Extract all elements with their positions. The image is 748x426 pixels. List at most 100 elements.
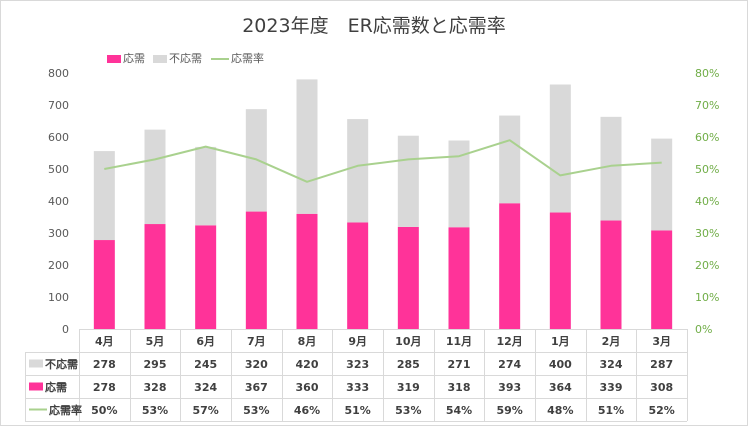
data-label: 324	[600, 358, 623, 371]
bar-ouju	[347, 222, 369, 329]
x-tick-label: 1月	[551, 335, 570, 348]
bar-ouju	[397, 226, 419, 329]
data-label: 328	[144, 381, 167, 394]
x-tick-label: 7月	[247, 335, 266, 348]
x-tick-label: 11月	[446, 335, 472, 348]
data-label: 271	[448, 358, 471, 371]
data-label: 319	[397, 381, 420, 394]
data-label: 333	[346, 381, 369, 394]
data-label: 367	[245, 381, 268, 394]
y-tick-label: 500	[48, 163, 69, 176]
data-label: 53%	[142, 404, 168, 417]
data-label: 48%	[547, 404, 573, 417]
data-label: 59%	[496, 404, 522, 417]
x-tick-label: 2月	[602, 335, 621, 348]
y2-tick-label: 30%	[695, 227, 719, 240]
legend-label: 応需率	[231, 52, 264, 65]
x-tick-label: 12月	[497, 335, 523, 348]
y-tick-label: 100	[48, 291, 69, 304]
line-ouju-rate	[104, 139, 662, 183]
bar-ouju	[296, 213, 318, 329]
y2-tick-label: 80%	[695, 67, 719, 80]
data-label: 364	[549, 381, 572, 394]
legend-label: 不応需	[169, 52, 202, 65]
data-label: 54%	[446, 404, 472, 417]
y2-tick-label: 60%	[695, 131, 719, 144]
data-label: 52%	[648, 404, 674, 417]
y2-tick-label: 50%	[695, 163, 719, 176]
legend-label: 応需	[123, 52, 145, 65]
bar-ouju	[245, 211, 267, 329]
legend-item: 不応需	[153, 50, 202, 66]
data-label: 339	[600, 381, 623, 394]
data-label: 324	[194, 381, 217, 394]
bar-fuouju	[296, 79, 318, 214]
bar-fuouju	[93, 151, 115, 241]
data-label: 278	[93, 381, 116, 394]
data-label: 51%	[344, 404, 370, 417]
bar-fuouju	[600, 116, 622, 221]
bar-ouju	[448, 227, 470, 329]
bar-ouju	[600, 220, 622, 329]
y-tick-label: 300	[48, 227, 69, 240]
y-tick-label: 400	[48, 195, 69, 208]
data-label: 53%	[395, 404, 421, 417]
bar-ouju	[195, 225, 217, 329]
table-row-label: 応需率	[49, 403, 82, 417]
y2-tick-label: 10%	[695, 291, 719, 304]
data-label: 420	[296, 358, 319, 371]
bar-fuouju	[651, 138, 673, 231]
data-label: 53%	[243, 404, 269, 417]
x-tick-label: 10月	[395, 335, 421, 348]
chart-title: 2023年度 ER応需数と応需率	[242, 15, 506, 37]
legend-line-key	[211, 58, 229, 60]
x-tick-label: 9月	[348, 335, 367, 348]
data-label: 50%	[91, 404, 117, 417]
bar-ouju	[549, 212, 571, 329]
data-label: 51%	[598, 404, 624, 417]
bar-fuouju	[448, 140, 470, 228]
y-tick-label: 600	[48, 131, 69, 144]
data-label: 320	[245, 358, 268, 371]
data-label: 308	[650, 381, 673, 394]
bar-fuouju	[347, 119, 369, 223]
data-label: 295	[144, 358, 167, 371]
data-label: 360	[296, 381, 319, 394]
bar-ouju	[499, 203, 521, 329]
data-label: 285	[397, 358, 420, 371]
x-tick-label: 5月	[146, 335, 165, 348]
legend-item: 応需率	[211, 50, 264, 66]
data-label: 318	[448, 381, 471, 394]
legend-item: 応需	[107, 50, 145, 66]
y-tick-label: 700	[48, 99, 69, 112]
table-key-swatch	[29, 382, 43, 391]
bar-ouju	[93, 240, 115, 329]
bar-ouju	[144, 224, 166, 329]
data-label: 57%	[192, 404, 218, 417]
x-tick-label: 8月	[298, 335, 317, 348]
bar-ouju	[651, 230, 673, 329]
y-tick-label: 0	[62, 323, 69, 336]
table-row-label: 応需	[45, 380, 67, 394]
data-label: 400	[549, 358, 572, 371]
y2-tick-label: 70%	[695, 99, 719, 112]
data-label: 393	[498, 381, 521, 394]
legend-swatch	[153, 55, 167, 63]
data-label: 274	[498, 358, 521, 371]
x-tick-label: 6月	[196, 335, 215, 348]
y2-tick-label: 40%	[695, 195, 719, 208]
table-row-label: 不応需	[45, 357, 78, 371]
bar-fuouju	[549, 84, 571, 213]
bar-fuouju	[397, 135, 419, 227]
y-tick-label: 800	[48, 67, 69, 80]
y2-tick-label: 0%	[695, 323, 712, 336]
bar-fuouju	[195, 146, 217, 226]
y2-tick-label: 20%	[695, 259, 719, 272]
data-label: 287	[650, 358, 673, 371]
x-tick-label: 3月	[652, 335, 671, 348]
bar-fuouju	[144, 129, 166, 225]
x-tick-label: 4月	[95, 335, 114, 348]
table-key-swatch	[29, 359, 43, 368]
